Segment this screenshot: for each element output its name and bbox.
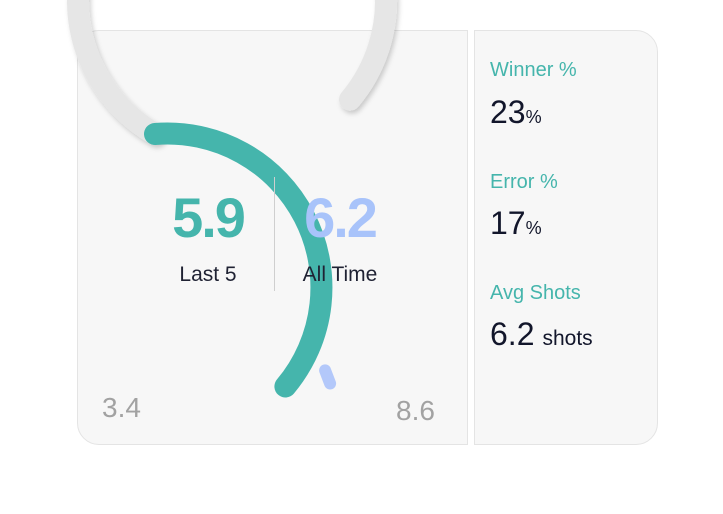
gauge-track: [67, 0, 397, 145]
winner-pct-unit: %: [525, 107, 542, 127]
winner-pct-value: 23%: [490, 96, 542, 128]
gauge-last5-arc: [144, 122, 333, 398]
error-pct-number: 17: [490, 205, 526, 241]
center-divider: [274, 177, 275, 291]
last5-label: Last 5: [179, 263, 237, 286]
avg-shots-number: 6.2: [490, 316, 535, 352]
avg-shots-value: 6.2 shots: [490, 318, 593, 350]
all-time-value: 6.2: [304, 186, 378, 249]
error-pct-value: 17%: [490, 207, 542, 239]
error-pct-title: Error %: [490, 171, 558, 193]
all-time-label: All Time: [302, 263, 378, 286]
gauge-max-label: 8.6: [396, 395, 435, 426]
gauge-all-time-marker: [319, 364, 337, 390]
stats-card: [474, 30, 658, 445]
avg-shots-unit: shots: [542, 327, 593, 350]
gauge-card: [77, 30, 468, 445]
error-pct-unit: %: [525, 218, 542, 238]
gauge-min-label: 3.4: [102, 392, 141, 423]
last5-value: 5.9: [172, 186, 246, 249]
avg-shots-title: Avg Shots: [490, 282, 581, 304]
winner-pct-title: Winner %: [490, 59, 577, 81]
winner-pct-number: 23: [490, 94, 526, 130]
